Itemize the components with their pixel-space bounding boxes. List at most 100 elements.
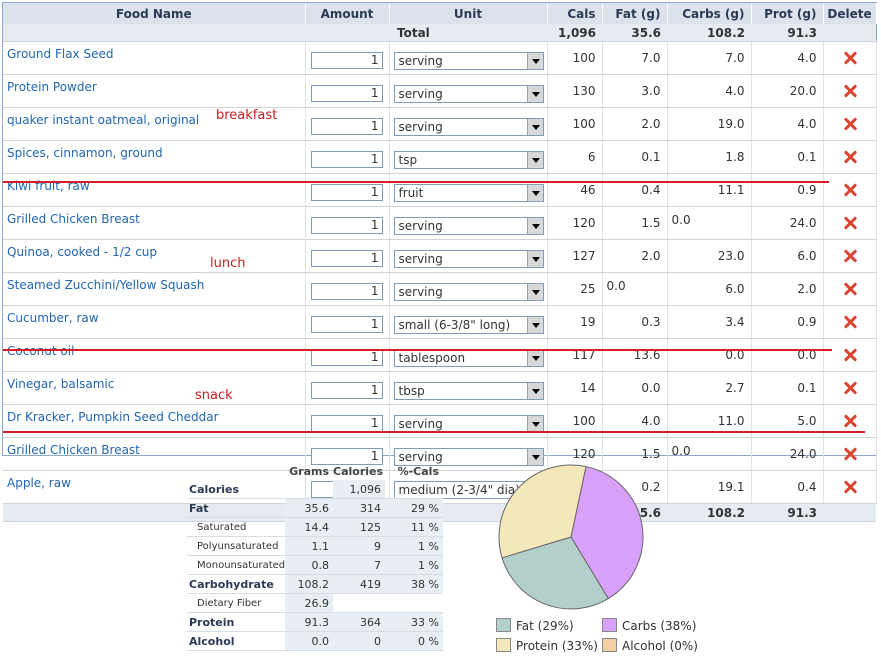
dropdown-arrow-icon[interactable] bbox=[526, 349, 543, 366]
unit-select[interactable]: serving bbox=[393, 216, 544, 235]
unit-select-value: serving bbox=[398, 53, 443, 68]
header-amount[interactable]: Amount bbox=[305, 3, 390, 24]
amount-input[interactable]: 1 bbox=[310, 217, 383, 234]
summary-calories: 0 bbox=[333, 631, 385, 651]
delete-x-icon[interactable] bbox=[843, 480, 857, 494]
dropdown-arrow-icon[interactable] bbox=[526, 283, 543, 300]
cals-value: 46 bbox=[580, 183, 596, 197]
summary-grams: 1.1 bbox=[285, 536, 333, 556]
unit-select[interactable]: small (6-3/8" long) bbox=[393, 315, 544, 334]
food-name-link[interactable]: quaker instant oatmeal, original bbox=[7, 113, 200, 127]
summary-row: Dietary Fiber 26.9 bbox=[187, 593, 443, 613]
unit-select-value: tbsp bbox=[398, 383, 425, 398]
delete-x-icon[interactable] bbox=[843, 315, 857, 329]
delete-x-icon[interactable] bbox=[843, 447, 857, 461]
header-unit[interactable]: Unit bbox=[389, 3, 548, 24]
food-name-link[interactable]: Cucumber, raw bbox=[7, 311, 99, 325]
delete-x-icon[interactable] bbox=[843, 84, 857, 98]
amount-input[interactable]: 1 bbox=[310, 118, 383, 135]
amount-input[interactable]: 1 bbox=[310, 415, 383, 432]
food-name-link[interactable]: Dr Kracker, Pumpkin Seed Cheddar bbox=[7, 410, 219, 424]
unit-select[interactable]: tbsp bbox=[393, 381, 544, 400]
unit-select[interactable]: serving bbox=[393, 84, 544, 103]
dropdown-arrow-icon[interactable] bbox=[526, 52, 543, 69]
amount-input[interactable]: 1 bbox=[310, 283, 383, 300]
delete-x-icon[interactable] bbox=[843, 216, 857, 230]
food-name-link[interactable]: Ground Flax Seed bbox=[7, 47, 114, 61]
delete-x-icon[interactable] bbox=[843, 249, 857, 263]
header-prot[interactable]: Prot (g) bbox=[751, 3, 824, 24]
food-name-link[interactable]: Steamed Zucchini/Yellow Squash bbox=[7, 278, 205, 292]
delete-x-icon[interactable] bbox=[843, 282, 857, 296]
legend-label: Alcohol (0%) bbox=[622, 639, 698, 653]
fat-value: 2.0 bbox=[641, 117, 661, 131]
food-name-link[interactable]: Quinoa, cooked - 1/2 cup bbox=[7, 245, 158, 259]
dropdown-arrow-icon[interactable] bbox=[526, 448, 543, 465]
food-name-link[interactable]: Grilled Chicken Breast bbox=[7, 212, 140, 226]
total-cals: 1,096 bbox=[547, 24, 602, 42]
breakfast-annotation: breakfast bbox=[216, 108, 278, 123]
fat-value: 7.0 bbox=[641, 51, 661, 65]
unit-select[interactable]: serving bbox=[393, 51, 544, 70]
delete-x-icon[interactable] bbox=[843, 414, 857, 428]
prot-value: 2.0 bbox=[797, 282, 817, 296]
unit-select[interactable]: tablespoon bbox=[393, 348, 544, 367]
header-cals[interactable]: Cals bbox=[547, 3, 603, 24]
summary-label: Alcohol bbox=[187, 631, 285, 651]
delete-x-icon[interactable] bbox=[843, 150, 857, 164]
unit-select[interactable]: serving bbox=[393, 447, 544, 466]
amount-input[interactable]: 1 bbox=[310, 316, 383, 333]
amount-input[interactable]: 1 bbox=[310, 349, 383, 366]
summary-grams bbox=[285, 480, 333, 499]
unit-select[interactable]: fruit bbox=[393, 183, 544, 202]
food-name-link[interactable]: Protein Powder bbox=[7, 80, 97, 94]
delete-x-icon[interactable] bbox=[843, 51, 857, 65]
prot-value: 0.0 bbox=[797, 348, 817, 362]
prot-value: 0.9 bbox=[797, 315, 817, 329]
unit-select-value: serving bbox=[398, 119, 443, 134]
amount-input[interactable]: 1 bbox=[310, 184, 383, 201]
prot-value: 20.0 bbox=[789, 84, 817, 98]
dropdown-arrow-icon[interactable] bbox=[526, 316, 543, 333]
dropdown-arrow-icon[interactable] bbox=[526, 151, 543, 168]
amount-input[interactable]: 1 bbox=[310, 250, 383, 267]
amount-input[interactable]: 1 bbox=[310, 85, 383, 102]
summary-pct bbox=[385, 593, 443, 613]
food-row: Steamed Zucchini/Yellow Squash 1 serving… bbox=[3, 272, 877, 306]
summary-pct: 0 % bbox=[385, 631, 443, 651]
dropdown-arrow-icon[interactable] bbox=[526, 217, 543, 234]
dropdown-arrow-icon[interactable] bbox=[526, 118, 543, 135]
summary-pct: 33 % bbox=[385, 612, 443, 632]
unit-select[interactable]: serving bbox=[393, 117, 544, 136]
amount-input[interactable]: 1 bbox=[310, 382, 383, 399]
legend-swatch bbox=[496, 638, 511, 652]
dropdown-arrow-icon[interactable] bbox=[526, 184, 543, 201]
delete-x-icon[interactable] bbox=[843, 348, 857, 362]
unit-select-value: serving bbox=[398, 218, 443, 233]
delete-x-icon[interactable] bbox=[843, 183, 857, 197]
dropdown-arrow-icon[interactable] bbox=[526, 250, 543, 267]
summary-row: Carbohydrate 108.2 419 38 % bbox=[187, 574, 443, 594]
legend-item: Alcohol (0%) bbox=[602, 638, 698, 653]
delete-x-icon[interactable] bbox=[843, 381, 857, 395]
food-name-link[interactable]: Coconut oil bbox=[7, 344, 75, 358]
food-name-link[interactable]: Grilled Chicken Breast bbox=[7, 443, 140, 457]
dropdown-arrow-icon[interactable] bbox=[526, 85, 543, 102]
food-name-link[interactable]: Apple, raw bbox=[7, 476, 71, 490]
food-name-link[interactable]: Vinegar, balsamic bbox=[7, 377, 115, 391]
unit-select[interactable]: serving bbox=[393, 282, 544, 301]
delete-x-icon[interactable] bbox=[843, 117, 857, 131]
header-fat[interactable]: Fat (g) bbox=[602, 3, 668, 24]
amount-input[interactable]: 1 bbox=[310, 151, 383, 168]
unit-select[interactable]: tsp bbox=[393, 150, 544, 169]
unit-select[interactable]: serving bbox=[393, 414, 544, 433]
food-name-link[interactable]: Spices, cinnamon, ground bbox=[7, 146, 163, 160]
summary-pct: 38 % bbox=[385, 574, 443, 594]
amount-input[interactable]: 1 bbox=[310, 52, 383, 69]
header-carbs[interactable]: Carbs (g) bbox=[667, 3, 752, 24]
header-food-name[interactable]: Food Name bbox=[3, 3, 306, 24]
unit-select[interactable]: serving bbox=[393, 249, 544, 268]
amount-input[interactable]: 1 bbox=[310, 448, 383, 465]
dropdown-arrow-icon[interactable] bbox=[526, 415, 543, 432]
dropdown-arrow-icon[interactable] bbox=[526, 382, 543, 399]
